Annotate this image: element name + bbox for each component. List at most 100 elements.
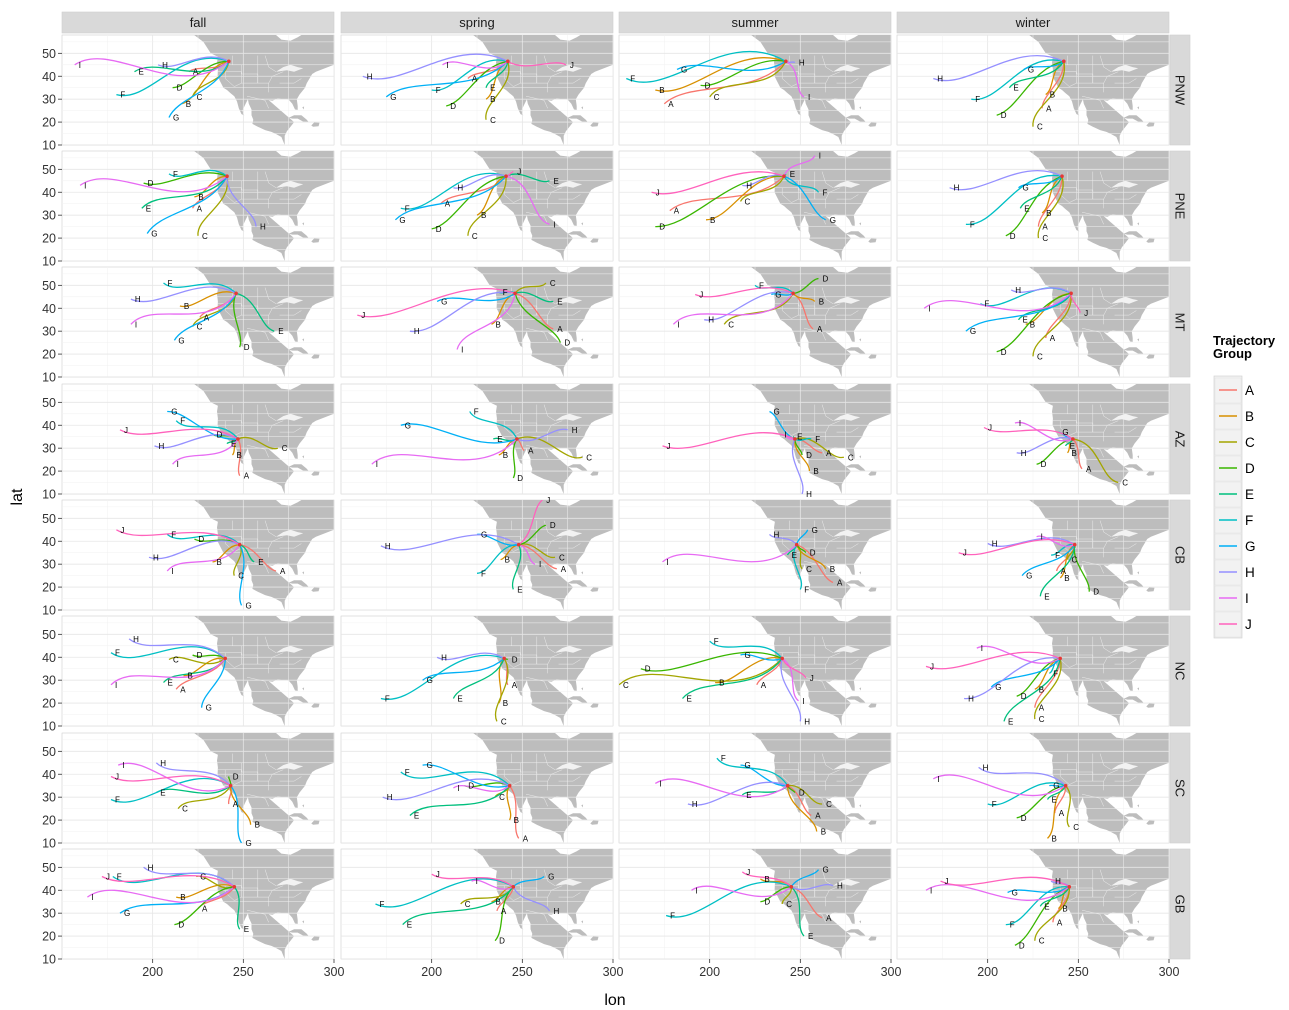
trajectory-label: H: [983, 763, 989, 772]
trajectory-label: J: [963, 549, 967, 558]
trajectory-line-e: [1019, 175, 1063, 209]
trajectory-label: E: [797, 433, 802, 442]
x-tick-label: 200: [421, 965, 442, 979]
trajectory-label: C: [200, 873, 206, 882]
y-tick-label: 10: [42, 371, 56, 385]
trajectory-line-h: [409, 291, 516, 332]
trajectory-line-f: [375, 878, 514, 908]
trajectory-label: B: [821, 828, 826, 837]
trajectory-line-a: [663, 60, 787, 105]
trajectory-label: A: [233, 800, 239, 809]
trajectory-label: H: [968, 695, 974, 704]
x-tick-label: 300: [1159, 965, 1180, 979]
x-tick-label: 250: [1068, 965, 1089, 979]
trajectory-label: F: [804, 585, 809, 594]
trajectory-line-d: [760, 886, 792, 903]
trajectory-line-h: [791, 438, 804, 494]
trajectory-label: E: [407, 921, 412, 930]
trajectory-line-b: [229, 785, 252, 825]
trajectory-label: C: [728, 320, 734, 329]
trajectory-label: J: [570, 61, 574, 70]
trajectory-label: F: [115, 649, 120, 658]
trajectory-line-h: [1016, 436, 1074, 454]
trajectory-label: G: [441, 297, 447, 306]
trajectory-line-e: [402, 886, 514, 926]
trajectory-label: C: [490, 116, 496, 125]
trajectory-label: G: [178, 336, 184, 345]
trajectory-line-i: [166, 544, 241, 572]
facet-strip-winter: [896, 11, 1170, 34]
trajectory-line-h: [516, 428, 568, 442]
trajectory-line-d: [174, 886, 235, 926]
panel-grid: [897, 616, 1169, 726]
trajectory-label: H: [159, 442, 165, 451]
trajectory-line-f: [1051, 543, 1075, 556]
trajectory-label: C: [848, 453, 854, 462]
trajectory-line-i: [672, 292, 794, 325]
trajectory-label: J: [667, 442, 671, 451]
trajectory-label: D: [645, 665, 651, 674]
trajectory-line-g: [230, 785, 243, 843]
trajectory-line-e: [452, 658, 505, 699]
trajectory-label: C: [282, 444, 288, 453]
trajectory-label: G: [171, 408, 177, 417]
trajectory-label: E: [160, 789, 165, 798]
y-tick-label: 10: [42, 953, 56, 967]
axis-layer: 10 20 30 40 50 10 20 30 40 50 10 20 30 40 50 10 20 30 40 50…: [42, 47, 1179, 979]
trajectory-label: C: [586, 453, 592, 462]
trajectory-line-a: [1034, 658, 1061, 708]
trajectory-line-b: [715, 656, 783, 684]
x-tick-label: 300: [603, 965, 624, 979]
trajectory-line-h: [512, 886, 551, 912]
trajectory-label: G: [1012, 889, 1018, 898]
trajectory-label: C: [182, 805, 188, 814]
trajectory-origin-point: [515, 437, 519, 441]
trajectory-line-a: [237, 438, 242, 476]
trajectory-line-a: [514, 292, 554, 330]
trajectory-label: G: [745, 761, 751, 770]
trajectory-label: J: [746, 868, 750, 877]
trajectory-label: A: [815, 812, 821, 821]
trajectory-label: B: [186, 100, 191, 109]
y-tick-label: 40: [42, 884, 56, 898]
trajectory-origin-point: [223, 656, 227, 661]
x-tick-label: 200: [977, 965, 998, 979]
trajectory-label: A: [837, 579, 843, 588]
trajectory-line-g: [1018, 175, 1063, 189]
trajectory-line-d: [233, 293, 242, 348]
trajectory-label: E: [1070, 442, 1075, 451]
trajectory-line-d: [172, 60, 229, 89]
trajectory-line-a: [796, 544, 834, 584]
trajectory-label: H: [162, 61, 168, 70]
trajectory-origin-point: [236, 437, 240, 441]
trajectory-label: I: [928, 304, 930, 313]
trajectory-line-c: [794, 437, 845, 458]
trajectory-label: G: [427, 761, 433, 770]
trajectory-line-g: [168, 61, 230, 118]
trajectory-label: I: [457, 784, 459, 793]
trajectory-line-j: [507, 60, 567, 67]
trajectory-line-e: [790, 886, 805, 937]
facet-label-winter: winter: [1015, 15, 1051, 30]
facet-label-pne: PNE: [1173, 193, 1188, 220]
trajectory-origin-point: [507, 783, 512, 788]
trajectory-label: A: [826, 914, 832, 923]
trajectory-label: A: [817, 325, 823, 334]
trajectory-line-i: [74, 58, 230, 77]
trajectory-label: B: [1030, 320, 1035, 329]
trajectory-label: A: [1059, 809, 1065, 818]
trajectory-label: F: [173, 170, 178, 179]
trajectory-line-h: [143, 866, 235, 888]
trajectory-label: E: [746, 791, 751, 800]
trajectory-label: E: [554, 177, 559, 186]
facet-label-mt: MT: [1173, 313, 1188, 332]
trajectory-label: H: [692, 800, 698, 809]
trajectory-label: I: [84, 181, 86, 190]
trajectory-line-f: [987, 782, 1066, 806]
trajectory-line-i: [976, 645, 1061, 664]
trajectory-label: E: [1008, 717, 1013, 726]
trajectory-label: G: [970, 327, 976, 336]
trajectory-label: E: [231, 440, 236, 449]
